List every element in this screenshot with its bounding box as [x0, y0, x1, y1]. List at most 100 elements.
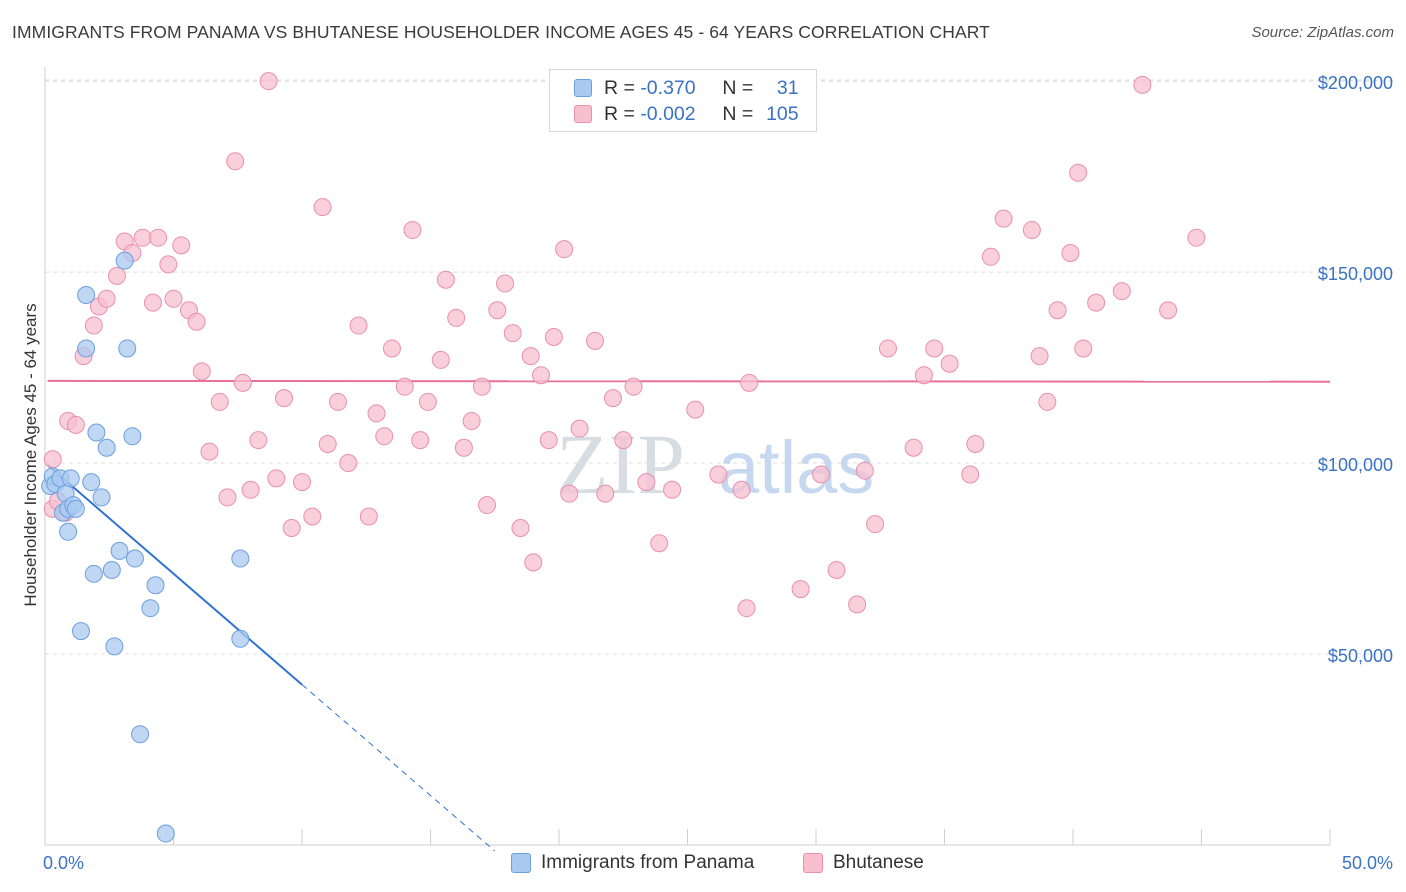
panama-point: [84, 564, 103, 583]
bottom-legend-label-bhutanese: Bhutanese: [833, 852, 924, 873]
bhutanese-point: [159, 255, 178, 274]
bhutanese-point: [925, 339, 944, 358]
bhutanese-point: [686, 400, 705, 419]
r-label: R =: [604, 102, 635, 125]
bhutanese-point: [791, 580, 810, 599]
bhutanese-point: [303, 507, 322, 526]
r-label: R =: [604, 76, 635, 99]
watermark: ZIP atlas: [556, 416, 874, 512]
bhutanese-point: [1038, 392, 1057, 411]
bhutanese-point: [560, 484, 579, 503]
source-credit: Source: ZipAtlas.com: [1251, 24, 1394, 41]
y-tick-label: $100,000: [1318, 455, 1393, 475]
bhutanese-point: [966, 434, 985, 453]
bottom-legend-panama[interactable]: Immigrants from Panama: [511, 852, 754, 874]
trend-lines: [46, 379, 1331, 852]
panama-point: [61, 469, 80, 488]
bhutanese-point: [1087, 293, 1106, 312]
bhutanese-point: [187, 312, 206, 331]
bhutanese-point: [462, 412, 481, 431]
bhutanese-point: [454, 438, 473, 457]
bhutanese-point: [411, 431, 430, 450]
panama-point: [82, 473, 101, 492]
bottom-legend-swatch-bhutanese: [803, 853, 823, 873]
bhutanese-point: [1061, 243, 1080, 262]
bhutanese-point: [478, 496, 497, 515]
bhutanese-point: [293, 473, 311, 492]
r-value: -0.370: [640, 76, 696, 99]
bhutanese-point: [496, 274, 515, 293]
bhutanese-point: [994, 209, 1013, 228]
bhutanese-point: [650, 534, 669, 553]
panama-point: [77, 285, 96, 304]
bhutanese-point: [218, 488, 237, 507]
bhutanese-point: [436, 270, 455, 289]
panama-point: [71, 622, 90, 641]
legend-row-panama: R = -0.370 N = 31: [574, 76, 799, 100]
data-points: [41, 72, 1206, 843]
bhutanese-point: [66, 415, 85, 434]
bhutanese-point: [812, 465, 831, 484]
y-axis-label: Householder Income Ages 45 - 64 years: [21, 303, 40, 606]
bhutanese-point: [866, 515, 885, 534]
bhutanese-point: [1048, 301, 1067, 320]
bhutanese-point: [418, 392, 437, 411]
bhutanese-point: [511, 518, 530, 537]
bhutanese-point: [914, 366, 933, 385]
n-label: N =: [722, 76, 754, 99]
bhutanese-point: [827, 560, 846, 579]
bhutanese-point: [267, 469, 286, 488]
bhutanese-point: [488, 301, 507, 320]
bhutanese-point: [732, 480, 751, 499]
bhutanese-point: [149, 228, 168, 247]
bhutanese-point: [382, 339, 401, 358]
bhutanese-point: [740, 373, 759, 392]
bhutanese-point: [200, 442, 219, 461]
bhutanese-point: [143, 293, 162, 312]
bhutanese-point: [637, 473, 656, 492]
bhutanese-point: [614, 431, 633, 450]
bottom-legend-bhutanese[interactable]: Bhutanese: [803, 852, 924, 874]
panama-point: [231, 629, 250, 648]
bottom-legend-label-panama: Immigrants from Panama: [541, 852, 755, 873]
stats-legend: R = -0.370 N = 31 R = -0.002 N = 105: [549, 69, 817, 132]
panama-point: [87, 423, 106, 442]
bhutanese-point: [210, 392, 229, 411]
bhutanese-point: [472, 377, 491, 396]
y-tick-label: $150,000: [1318, 264, 1393, 284]
bhutanese-point: [663, 480, 682, 499]
panama-point: [66, 499, 85, 518]
panama-point: [77, 339, 96, 358]
bhutanese-point: [172, 236, 191, 255]
legend-row-bhutanese: R = -0.002 N = 105: [574, 102, 799, 126]
bhutanese-point: [1133, 75, 1152, 94]
panama-point: [102, 560, 121, 579]
bhutanese-point: [282, 518, 301, 537]
bhutanese-point: [84, 316, 103, 335]
bhutanese-point: [259, 72, 278, 91]
bhutanese-point: [107, 266, 126, 285]
bhutanese-point: [367, 404, 386, 423]
bhutanese-point: [1022, 221, 1041, 240]
bhutanese-trend-line: [47, 379, 1331, 383]
axes: [44, 67, 1331, 846]
bhutanese-point: [585, 331, 604, 350]
bhutanese-point: [855, 461, 874, 480]
bhutanese-point: [737, 599, 756, 618]
bhutanese-point: [318, 434, 337, 453]
panama-point: [59, 522, 78, 541]
y-tick-label: $200,000: [1318, 73, 1393, 93]
bhutanese-point: [539, 431, 558, 450]
bhutanese-point: [375, 427, 394, 446]
bhutanese-point: [447, 308, 466, 327]
bhutanese-point: [555, 240, 574, 259]
n-value: 31: [776, 76, 799, 99]
bhutanese-point: [532, 366, 551, 385]
bhutanese-point: [709, 465, 728, 484]
panama-point: [115, 251, 134, 270]
bhutanese-point: [524, 553, 543, 572]
bhutanese-point: [359, 507, 378, 526]
bhutanese-point: [233, 373, 252, 392]
bhutanese-point: [848, 595, 867, 614]
panama-point: [231, 549, 250, 568]
